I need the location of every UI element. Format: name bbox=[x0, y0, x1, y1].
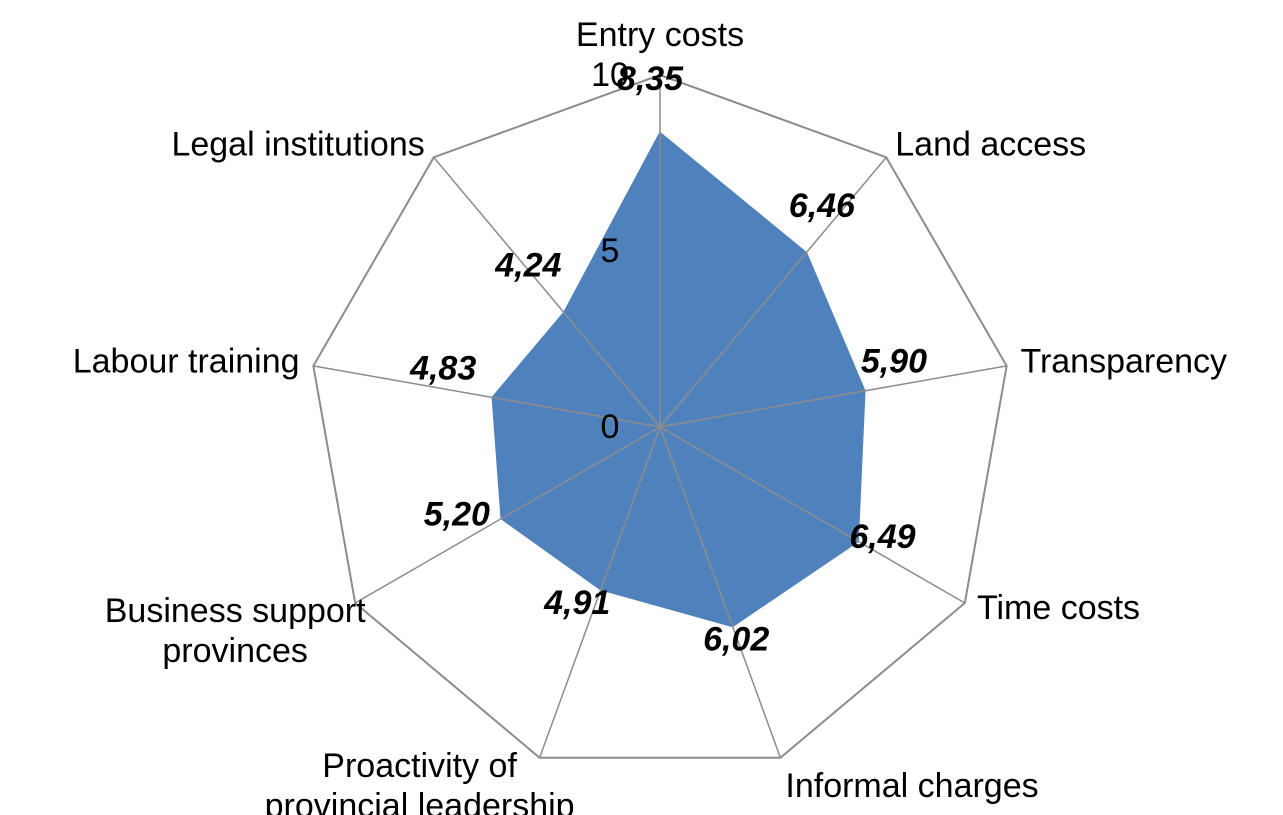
radar-area bbox=[491, 131, 866, 628]
r-tick-label: 5 bbox=[601, 232, 620, 270]
value-label: 6,02 bbox=[703, 621, 769, 659]
value-label: 6,46 bbox=[789, 187, 856, 225]
spoke bbox=[354, 426, 661, 604]
spoke bbox=[538, 426, 661, 759]
spoke bbox=[659, 426, 782, 759]
category-label: Legal institutions bbox=[171, 126, 424, 164]
value-label: 8,35 bbox=[617, 60, 684, 98]
spoke bbox=[313, 365, 661, 428]
outer-boundary bbox=[312, 73, 1008, 759]
category-label: Land access bbox=[895, 126, 1086, 164]
category-label: Transparency bbox=[1020, 342, 1227, 380]
r-tick-label: 10 bbox=[591, 56, 629, 94]
r-tick-label: 0 bbox=[601, 408, 620, 446]
value-label: 4,91 bbox=[543, 584, 610, 622]
category-label: Entry costs bbox=[576, 16, 744, 54]
category-label: Informal charges bbox=[785, 767, 1038, 805]
category-label: Proactivity of provincial leadership bbox=[265, 747, 575, 815]
spoke bbox=[659, 365, 1007, 428]
value-label: 4,83 bbox=[409, 349, 476, 387]
spoke bbox=[659, 426, 966, 604]
value-label: 4,24 bbox=[494, 247, 561, 285]
category-label: Business support provinces bbox=[105, 592, 366, 670]
value-label: 5,20 bbox=[424, 496, 490, 534]
value-label: 6,49 bbox=[849, 518, 915, 556]
spoke bbox=[433, 156, 661, 428]
value-label: 5,90 bbox=[861, 343, 927, 381]
category-label: Time costs bbox=[977, 589, 1140, 627]
spoke bbox=[659, 156, 887, 428]
category-label: Labour training bbox=[73, 342, 300, 380]
